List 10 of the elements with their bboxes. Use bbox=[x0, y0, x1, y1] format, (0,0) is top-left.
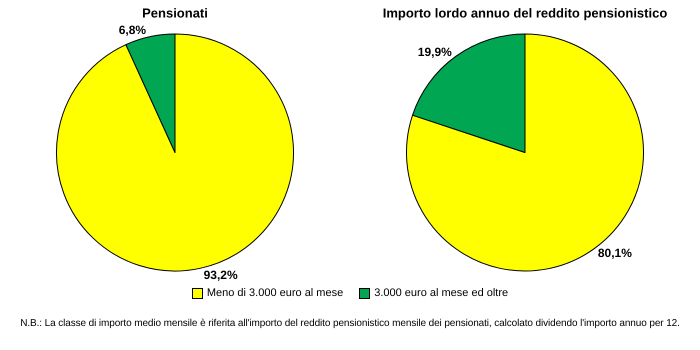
data-label: 93,2% bbox=[204, 268, 238, 282]
chart-title: Pensionati bbox=[142, 6, 208, 21]
chart-title: Importo lordo annuo del reddito pensionistico bbox=[382, 6, 668, 21]
text: N.B.: La classe di importo medio mensile è riferita all'importo del reddito pensionistico mensile dei pensionati, calcolato dividendo l'importo annuo per 12. bbox=[19, 318, 681, 329]
data-label: 19,9% bbox=[418, 44, 452, 59]
legend-label: 3.000 euro al mese ed oltre bbox=[374, 287, 508, 299]
legend-label: Meno di 3.000 euro al mese bbox=[206, 287, 344, 299]
data-label: 6,8% bbox=[118, 23, 146, 38]
data-label: 80,1% bbox=[598, 246, 632, 260]
pie-slice bbox=[406, 34, 644, 272]
